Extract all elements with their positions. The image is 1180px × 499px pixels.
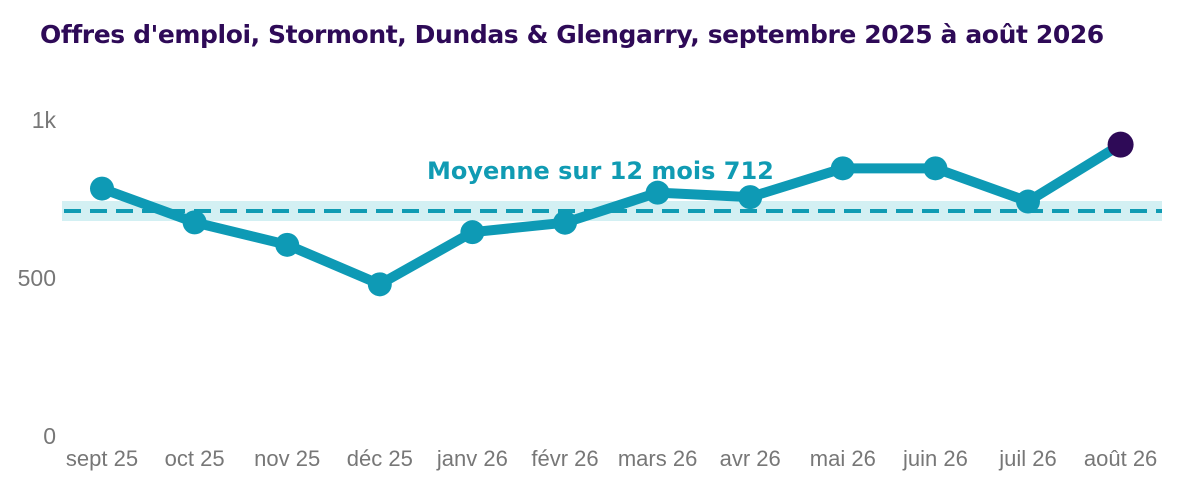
data-point	[830, 156, 855, 181]
data-point	[553, 210, 577, 235]
average-label: Moyenne sur 12 mois 712	[427, 157, 774, 185]
data-point	[738, 185, 763, 210]
x-tick-label: nov 25	[254, 446, 320, 471]
x-tick-label: sept 25	[66, 446, 138, 471]
x-tick-label: juil 26	[998, 446, 1056, 471]
x-tick-label: mars 26	[618, 446, 697, 471]
x-tick-label: oct 25	[165, 446, 225, 471]
data-point	[182, 210, 207, 235]
y-tick-label: 500	[18, 265, 56, 291]
chart-title: Offres d'emploi, Stormont, Dundas & Glen…	[40, 20, 1104, 49]
y-tick-label: 1k	[32, 107, 57, 133]
data-point	[367, 272, 392, 297]
x-tick-label: avr 26	[720, 446, 781, 471]
x-tick-label: déc 25	[347, 446, 413, 471]
x-tick-label: juin 26	[902, 446, 968, 471]
data-point	[275, 232, 300, 257]
x-tick-label: févr 26	[531, 446, 598, 471]
x-tick-label: août 26	[1084, 446, 1157, 471]
y-tick-label: 0	[43, 423, 56, 449]
data-point	[645, 180, 670, 205]
data-point	[1016, 189, 1040, 214]
x-tick-label: janv 26	[436, 446, 508, 471]
data-point	[90, 176, 114, 201]
data-point-latest	[1107, 131, 1134, 158]
data-point	[923, 156, 948, 181]
data-point	[460, 220, 485, 245]
x-tick-label: mai 26	[810, 446, 876, 471]
series-line	[97, 139, 1126, 290]
